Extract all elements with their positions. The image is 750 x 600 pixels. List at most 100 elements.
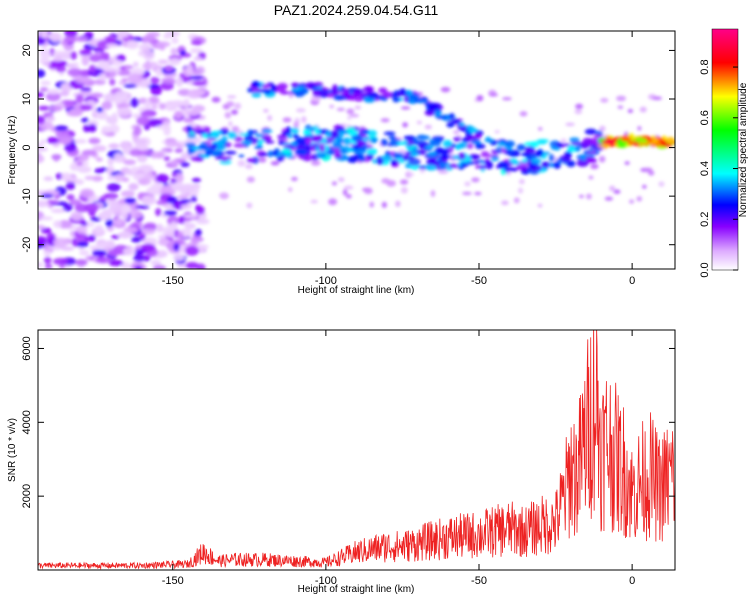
- heatmap-cell: [120, 190, 135, 198]
- heatmap-cell: [258, 152, 270, 157]
- heatmap-cell: [331, 181, 338, 186]
- heatmap-cell: [285, 126, 292, 135]
- heatmap-cell: [495, 165, 506, 169]
- heatmap-cell: [567, 145, 575, 152]
- heatmap-cell: [578, 194, 584, 199]
- heatmap-cell: [111, 112, 118, 123]
- heatmap-cell: [44, 263, 53, 269]
- heatmap-cell: [378, 87, 388, 94]
- heatmap-cell: [402, 154, 408, 161]
- heatmap-cell: [92, 145, 107, 152]
- heatmap-cell: [120, 261, 131, 269]
- heatmap-cell: [58, 134, 73, 145]
- heatmap-cell: [639, 106, 647, 113]
- heatmap-cell: [516, 143, 526, 151]
- heatmap-cell: [60, 246, 75, 251]
- heatmap-cell: [126, 39, 139, 50]
- heatmap-cell: [497, 141, 506, 146]
- heatmap-cell: [95, 157, 103, 162]
- heatmap-cell: [663, 143, 673, 148]
- heatmap-cell: [442, 139, 453, 148]
- heatmap-cell: [228, 120, 233, 127]
- heatmap-cell: [263, 108, 269, 113]
- heatmap-y-tick-label: 20: [21, 44, 33, 56]
- heatmap-cell: [582, 137, 593, 146]
- heatmap-cell: [590, 163, 599, 170]
- heatmap-cell: [407, 172, 415, 177]
- heatmap-cell: [38, 236, 48, 245]
- heatmap-cell: [435, 137, 441, 142]
- heatmap-cell: [113, 152, 124, 162]
- heatmap-cell: [604, 196, 614, 201]
- heatmap-cell: [94, 168, 104, 174]
- heatmap-cell: [538, 126, 543, 131]
- heatmap-cell: [369, 201, 375, 208]
- heatmap-cell: [294, 148, 307, 156]
- heatmap-cell: [204, 150, 213, 156]
- heatmap-x-ticks: -150 -100 -50 0: [162, 31, 635, 287]
- heatmap-cell: [270, 85, 278, 91]
- heatmap-cell: [466, 143, 474, 150]
- heatmap-cell: [334, 153, 342, 159]
- heatmap-x-tick-label: -150: [162, 275, 184, 287]
- heatmap-cell: [480, 154, 494, 158]
- heatmap-cell: [69, 199, 82, 206]
- heatmap-cell: [363, 187, 373, 195]
- heatmap-cell: [139, 111, 153, 117]
- heatmap-cell: [133, 254, 145, 262]
- heatmap-cell: [133, 138, 148, 145]
- heatmap-cell: [290, 127, 299, 134]
- heatmap-cell: [327, 149, 336, 155]
- heatmap-cell: [508, 158, 518, 164]
- heatmap-cell: [38, 147, 49, 152]
- heatmap-cell: [274, 86, 286, 93]
- colorbar-tick-label: 0.8: [699, 59, 711, 74]
- heatmap-cell: [53, 237, 68, 248]
- heatmap-cell: [390, 159, 397, 166]
- heatmap-cell: [221, 156, 228, 162]
- heatmap-cell: [246, 202, 253, 209]
- heatmap-cell: [136, 115, 150, 126]
- heatmap-cell: [186, 64, 194, 75]
- heatmap-cell: [186, 125, 193, 133]
- heatmap-cell: [518, 187, 524, 194]
- heatmap-cell: [247, 129, 254, 137]
- heatmap-cell: [88, 64, 96, 73]
- heatmap-cell: [227, 95, 237, 99]
- heatmap-cell: [327, 92, 334, 98]
- heatmap-cell: [72, 36, 89, 42]
- heatmap-cell: [77, 154, 90, 162]
- heatmap-cell: [421, 135, 430, 140]
- heatmap-cell: [439, 161, 446, 170]
- heatmap-cell: [245, 163, 253, 170]
- heatmap-cell: [389, 138, 402, 147]
- heatmap-cell: [314, 152, 327, 159]
- heatmap-cell: [624, 161, 630, 165]
- heatmap-cell: [173, 254, 185, 261]
- heatmap-cell: [113, 67, 121, 73]
- heatmap-cell: [95, 256, 112, 264]
- heatmap-cell: [247, 87, 253, 93]
- heatmap-cell: [114, 90, 130, 101]
- heatmap-cell: [366, 91, 379, 99]
- heatmap-cell: [88, 137, 101, 145]
- snr-y-ticks: 2000 4000 6000: [21, 336, 675, 508]
- heatmap-cell: [117, 231, 133, 239]
- heatmap-cell: [388, 135, 397, 140]
- heatmap-cell: [410, 93, 420, 101]
- heatmap-cell: [560, 138, 567, 143]
- heatmap-cell: [298, 140, 308, 146]
- heatmap-cell: [81, 55, 90, 66]
- heatmap-cell: [219, 160, 232, 165]
- heatmap-cell: [424, 124, 432, 130]
- heatmap-cell: [439, 154, 452, 160]
- heatmap-cell: [116, 103, 131, 108]
- heatmap-cell: [566, 160, 576, 168]
- heatmap-cell: [99, 72, 107, 82]
- heatmap-cell: [50, 208, 66, 214]
- heatmap-cell: [361, 130, 369, 135]
- heatmap-cell: [200, 142, 208, 147]
- heatmap-cell: [440, 86, 451, 93]
- heatmap-frame: [37, 30, 676, 270]
- heatmap-cell: [188, 75, 204, 80]
